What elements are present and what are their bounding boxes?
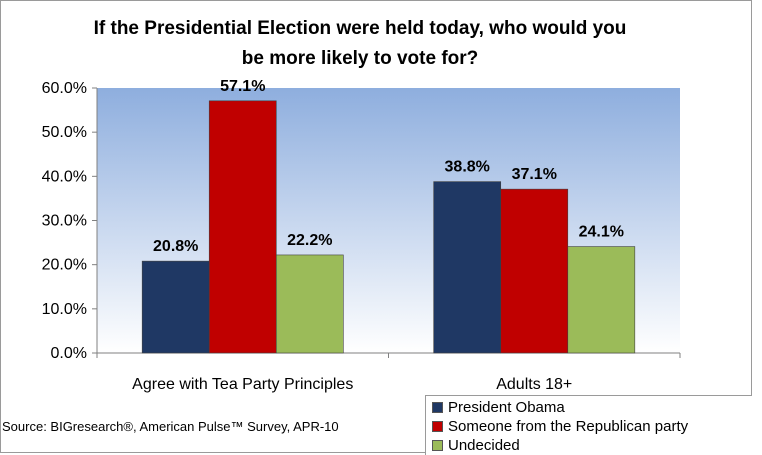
source-note: Source: BIGresearch®, American Pulse™ Su… [2,419,339,434]
legend-item-series-3: Undecided [432,436,752,455]
bar [500,188,569,354]
legend-swatch-series-1 [432,402,443,413]
legend-item-series-1: President Obama [432,398,752,417]
y-tick-label: 30.0% [42,213,87,230]
bar [433,181,502,354]
legend-swatch-series-3 [432,440,443,451]
legend-swatch-series-2 [432,421,443,432]
legend-label-series-3: Undecided [448,437,520,454]
legend: President Obama Someone from the Republi… [425,395,752,455]
category-label: Adults 18+ [496,376,572,393]
bar [275,254,344,354]
bar [567,246,636,354]
bar [141,260,210,354]
data-label: 57.1% [220,78,265,95]
bar [208,100,277,354]
y-tick-label: 50.0% [42,124,87,141]
data-label: 37.1% [512,166,557,183]
data-label: 20.8% [153,238,198,255]
data-label: 24.1% [579,224,624,241]
data-label: 38.8% [445,159,490,176]
y-tick-label: 20.0% [42,257,87,274]
chart-title: If the Presidential Election were held t… [93,18,627,69]
legend-item-series-2: Someone from the Republican party [432,417,752,436]
y-tick-label: 10.0% [42,301,87,318]
y-tick-label: 0.0% [51,345,87,362]
category-label: Agree with Tea Party Principles [132,376,353,393]
data-label: 22.2% [287,232,332,249]
legend-label-series-1: President Obama [448,399,565,416]
y-tick-label: 40.0% [42,168,87,185]
y-tick-label: 60.0% [42,80,87,97]
legend-label-series-2: Someone from the Republican party [448,418,689,435]
